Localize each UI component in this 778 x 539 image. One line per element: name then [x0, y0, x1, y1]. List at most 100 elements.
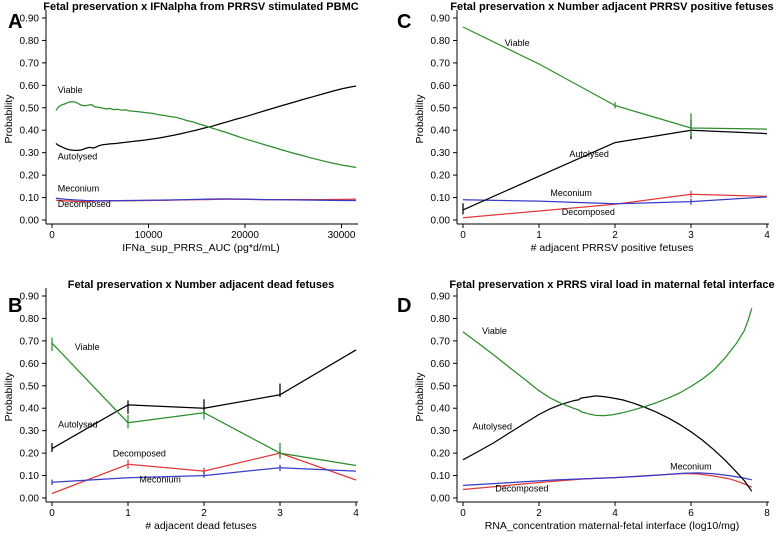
series-label-meconium: Meconium	[550, 188, 592, 198]
x-tick-label: 4	[353, 508, 359, 519]
series-label-viable: Viable	[505, 38, 530, 48]
y-tick-label: 0.90	[20, 14, 40, 25]
y-axis-label: Probability	[3, 372, 15, 422]
x-tick-label: 4	[764, 230, 770, 241]
series-label-autolysed: Autolysed	[58, 151, 98, 161]
series-label-viable: Viable	[75, 342, 100, 352]
panel-letter: D	[397, 295, 411, 317]
y-axis-label: Probability	[414, 94, 426, 144]
y-tick-label: 0.90	[431, 14, 451, 25]
y-tick-label: 0.30	[20, 148, 40, 159]
panel-letter: C	[397, 11, 411, 33]
y-tick-label: 0.00	[20, 494, 40, 505]
series-label-decomposed: Decomposed	[113, 448, 166, 458]
series-label-autolysed: Autolysed	[58, 419, 98, 429]
y-tick-label: 0.70	[20, 336, 40, 347]
y-tick-label: 0.40	[431, 404, 451, 415]
series-line-meconium	[462, 196, 768, 205]
y-tick-label: 0.60	[431, 359, 451, 370]
x-axis-label: IFNa_sup_PRRS_AUC (pg*d/mL)	[122, 242, 280, 254]
x-axis-label: # adjacent dead fetuses	[145, 520, 257, 532]
series-label-autolysed: Autolysed	[569, 149, 609, 159]
panel-d: D Fetal preservation x PRRS viral load in…	[389, 270, 778, 539]
series-label-viable: Viable	[482, 326, 507, 336]
x-tick-label: 1	[125, 508, 131, 519]
y-tick-label: 0.10	[20, 471, 40, 482]
panel-title: Fetal preservation x Number adjacent PRR…	[450, 1, 773, 13]
y-tick-label: 0.20	[431, 171, 451, 182]
x-tick-label: 10000	[135, 230, 163, 241]
series-line-meconium	[55, 197, 356, 202]
y-tick-label: 0.20	[431, 449, 451, 460]
y-tick-label: 0.90	[20, 292, 40, 303]
panel-a: A Fetal preservation x IFNalpha from PRRS…	[0, 0, 389, 269]
y-tick-label: 0.50	[20, 381, 40, 392]
y-tick-label: 0.40	[20, 404, 40, 415]
x-tick-label: 0	[460, 508, 466, 519]
series-line-autolysed	[462, 395, 753, 492]
y-tick-label: 0.80	[20, 36, 40, 47]
panel-letter: B	[8, 295, 22, 317]
series-label-meconium: Meconium	[58, 183, 100, 193]
x-axis-label: RNA_concentration maternal-fetal interfa…	[485, 520, 739, 532]
y-tick-label: 0.30	[431, 148, 451, 159]
y-tick-label: 0.50	[431, 381, 451, 392]
series-line-viable	[462, 308, 753, 417]
panel-title: Fetal preservation x IFNalpha from PRRSV…	[43, 1, 358, 13]
y-tick-label: 0.10	[431, 193, 451, 204]
panel-d-chart: D Fetal preservation x PRRS viral load in…	[397, 279, 775, 532]
y-tick-label: 0.80	[20, 314, 40, 325]
x-tick-label: 20000	[231, 230, 259, 241]
y-tick-label: 0.70	[431, 58, 451, 69]
y-tick-label: 0.70	[431, 336, 451, 347]
y-tick-label: 0.30	[20, 426, 40, 437]
x-tick-label: 4	[612, 508, 618, 519]
x-tick-label: 30000	[328, 230, 356, 241]
y-tick-label: 0.90	[431, 292, 451, 303]
series-label-viable: Viable	[58, 85, 83, 95]
x-tick-label: 3	[277, 508, 283, 519]
y-tick-label: 0.20	[20, 171, 40, 182]
y-tick-label: 0.40	[431, 126, 451, 137]
series-line-autolysed	[462, 129, 768, 211]
y-tick-label: 0.00	[20, 216, 40, 227]
panel-a-chart: A Fetal preservation x IFNalpha from PRRS…	[3, 1, 359, 254]
y-tick-label: 0.10	[20, 193, 40, 204]
series-label-decomposed: Decomposed	[562, 207, 615, 217]
x-tick-label: 1	[536, 230, 542, 241]
y-tick-label: 0.60	[20, 81, 40, 92]
x-tick-label: 2	[201, 508, 207, 519]
series-line-decomposed	[462, 193, 768, 219]
y-tick-label: 0.70	[20, 58, 40, 69]
y-tick-label: 0.00	[431, 216, 451, 227]
series-label-meconium: Meconium	[139, 475, 181, 485]
y-tick-label: 0.20	[20, 449, 40, 460]
x-axis-label: # adjacent PRRSV positive fetuses	[531, 242, 694, 254]
x-tick-label: 3	[688, 230, 694, 241]
y-tick-label: 0.50	[20, 103, 40, 114]
y-axis-label: Probability	[3, 94, 15, 144]
series-line-autolysed	[55, 85, 357, 152]
series-label-decomposed: Decomposed	[495, 483, 548, 493]
x-tick-label: 6	[688, 508, 694, 519]
y-tick-label: 0.30	[431, 426, 451, 437]
x-tick-label: 2	[536, 508, 542, 519]
y-tick-label: 0.50	[431, 103, 451, 114]
series-label-meconium: Meconium	[670, 461, 712, 471]
series-line-viable	[55, 101, 357, 169]
x-tick-label: 0	[49, 508, 55, 519]
y-tick-label: 0.80	[431, 314, 451, 325]
y-tick-label: 0.80	[431, 36, 451, 47]
x-tick-label: 0	[49, 230, 55, 241]
y-tick-label: 0.00	[431, 494, 451, 505]
x-tick-label: 0	[460, 230, 466, 241]
panel-b-chart: B Fetal preservation x Number adjacent de…	[3, 279, 359, 532]
y-tick-label: 0.60	[20, 359, 40, 370]
series-label-autolysed: Autolysed	[473, 422, 513, 432]
y-axis-label: Probability	[414, 372, 426, 422]
series-label-decomposed: Decomposed	[58, 199, 111, 209]
panel-letter: A	[8, 11, 22, 33]
x-tick-label: 2	[612, 230, 618, 241]
panel-b: B Fetal preservation x Number adjacent de…	[0, 270, 389, 539]
